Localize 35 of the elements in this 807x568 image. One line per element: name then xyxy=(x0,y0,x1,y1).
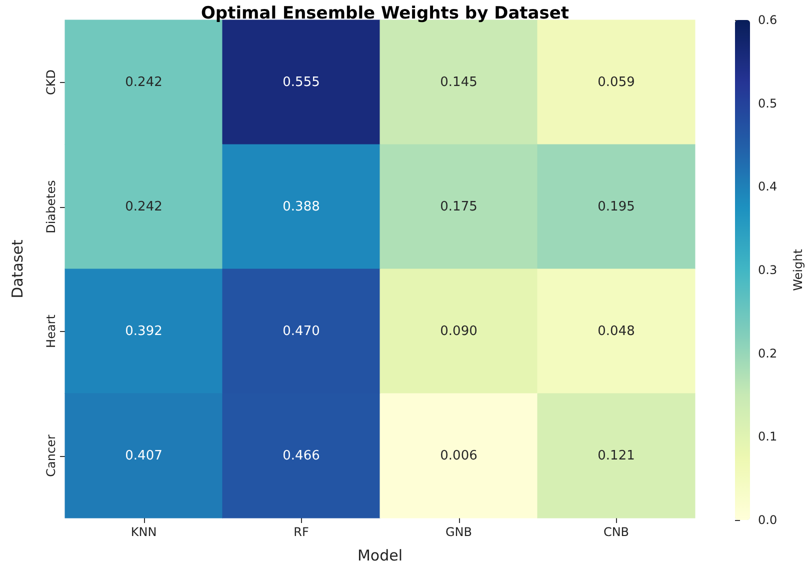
data-label: 0.121 xyxy=(598,448,635,464)
color-bar-label: 0.0 xyxy=(758,513,778,527)
y-tick-label: Diabetes xyxy=(44,180,58,234)
color-bar-label: 0.5 xyxy=(758,96,778,110)
color-bar-title: Weight xyxy=(791,248,805,291)
y-tick-label: CKD xyxy=(44,70,58,95)
x-tick-label: KNN xyxy=(130,525,157,539)
color-bar-label: 0.4 xyxy=(758,180,778,194)
x-tick-label: CNB xyxy=(603,525,630,539)
data-label: 0.470 xyxy=(282,324,320,339)
data-label: 0.195 xyxy=(598,199,635,214)
data-label: 0.242 xyxy=(125,199,162,214)
data-label: 0.175 xyxy=(440,199,478,214)
data-label: 0.059 xyxy=(598,74,635,90)
data-label: 0.407 xyxy=(125,448,162,464)
data-label: 0.242 xyxy=(125,74,162,90)
data-label: 0.392 xyxy=(125,324,162,339)
data-label: 0.048 xyxy=(598,324,635,339)
x-tick-label: GNB xyxy=(445,525,472,539)
chart-title: Optimal Ensemble Weights by Dataset xyxy=(200,4,570,24)
data-label: 0.466 xyxy=(282,448,320,464)
color-bar-label: 0.6 xyxy=(758,13,778,27)
data-label: 0.090 xyxy=(440,324,478,339)
data-label: 0.145 xyxy=(440,74,478,90)
x-axis-title: Model xyxy=(357,546,403,564)
x-tick-label: RF xyxy=(294,525,309,539)
data-label: 0.006 xyxy=(440,448,478,464)
data-label: 0.388 xyxy=(282,199,320,214)
y-tick-label: Heart xyxy=(44,314,58,348)
color-bar-label: 0.3 xyxy=(758,263,778,277)
y-tick-label: Cancer xyxy=(44,434,58,477)
color-bar-label: 0.2 xyxy=(758,346,778,360)
color-bar-label: 0.1 xyxy=(758,430,778,444)
y-axis-title: Dataset xyxy=(8,240,26,298)
data-label: 0.555 xyxy=(282,74,320,90)
